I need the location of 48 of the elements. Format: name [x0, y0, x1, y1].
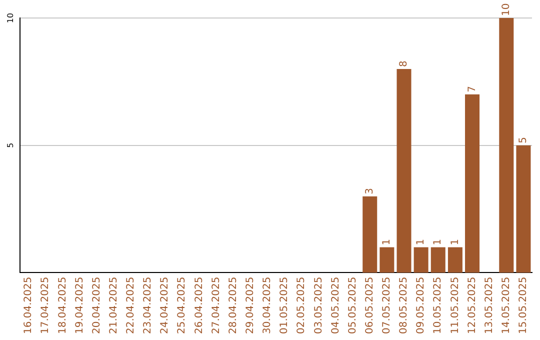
- x-tick-label: 30.04.2025: [262, 276, 274, 334]
- bar: [448, 247, 462, 273]
- x-tick-label: 03.05.2025: [313, 276, 324, 334]
- x-tick-label: 13.05.2025: [484, 276, 495, 334]
- x-tick-label: 17.04.2025: [40, 276, 52, 334]
- bar: [414, 247, 428, 273]
- x-tick-label: 06.05.2025: [364, 276, 376, 334]
- x-tick-label: 21.04.2025: [108, 276, 120, 334]
- bar: [396, 68, 412, 273]
- x-tick-label: 11.05.2025: [450, 276, 461, 334]
- x-tick-label: 18.04.2025: [57, 276, 68, 334]
- data-label: 1: [450, 238, 461, 246]
- bar: [430, 247, 446, 273]
- bar: [380, 247, 394, 273]
- x-tick-label: 16.04.2025: [23, 276, 34, 334]
- x-tick-label: 08.05.2025: [398, 276, 410, 334]
- x-tick-label: 26.04.2025: [194, 276, 205, 334]
- data-label: 1: [416, 238, 427, 246]
- x-tick-label: 05.05.2025: [347, 276, 358, 334]
- data-label: 7: [466, 86, 478, 92]
- data-label: 5: [518, 136, 530, 144]
- x-tick-label: 04.05.2025: [330, 276, 342, 334]
- x-tick-label: 12.05.2025: [466, 276, 478, 334]
- x-tick-label: 23.04.2025: [142, 276, 154, 334]
- x-tick-label: 28.04.2025: [228, 276, 239, 334]
- data-label: 8: [398, 60, 410, 67]
- x-tick-label: 20.04.2025: [91, 276, 102, 334]
- x-tick-label: 01.05.2025: [279, 276, 290, 334]
- x-tick-label: 25.04.2025: [176, 276, 188, 334]
- data-label: 1: [382, 238, 393, 246]
- bar: [465, 94, 480, 273]
- x-tick-label: 15.05.2025: [518, 276, 530, 334]
- bar: [499, 18, 514, 273]
- x-tick-label: 29.04.2025: [244, 276, 256, 334]
- x-tick-label: 02.05.2025: [296, 276, 308, 334]
- x-tick-label: 27.04.2025: [210, 276, 222, 334]
- data-label: 10: [500, 3, 512, 16]
- x-tick-label: 07.05.2025: [382, 276, 393, 334]
- bar: [516, 145, 531, 273]
- x-tick-label: 19.04.2025: [74, 276, 86, 334]
- x-tick-label: 09.05.2025: [416, 276, 427, 334]
- data-label: 3: [364, 188, 376, 194]
- x-tick-label: 24.04.2025: [160, 276, 171, 334]
- x-tick-label: 10.05.2025: [432, 276, 444, 334]
- bar: [362, 196, 378, 273]
- x-tick-label: 22.04.2025: [126, 276, 137, 334]
- x-tick-label: 14.05.2025: [500, 276, 512, 334]
- data-label: 1: [432, 238, 444, 246]
